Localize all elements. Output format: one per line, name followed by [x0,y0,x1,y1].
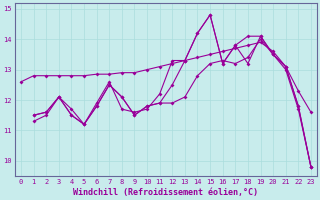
X-axis label: Windchill (Refroidissement éolien,°C): Windchill (Refroidissement éolien,°C) [74,188,259,197]
